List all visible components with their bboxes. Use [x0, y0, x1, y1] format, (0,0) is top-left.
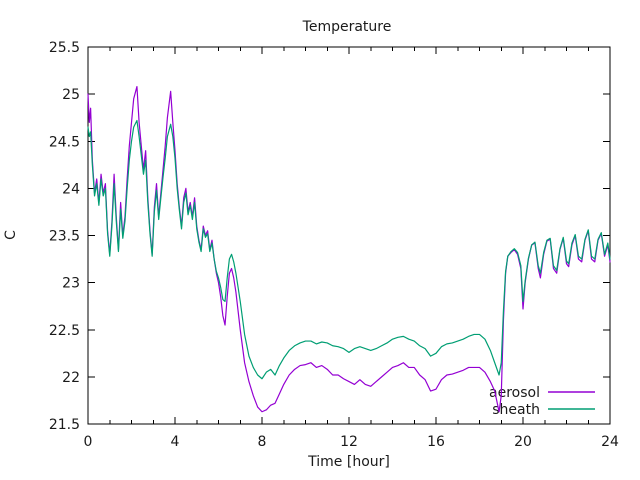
plot-border: [87, 46, 611, 425]
y-tick-label: 25: [62, 87, 80, 103]
series-line-aerosol: [87, 85, 611, 413]
y-tick-label: 24.5: [49, 134, 80, 150]
legend-label-sheath: sheath: [492, 402, 540, 418]
y-tick-label: 23.5: [49, 229, 80, 245]
y-tick-label: 21.5: [49, 417, 80, 433]
plot-axes: 0 4 8 12 16 20 24 21.5 22 22.5 23 23.5 24 24.5 25 25.5: [49, 40, 619, 450]
y-axis-label: C: [3, 230, 19, 240]
x-axis-label: Time [hour]: [307, 454, 390, 470]
x-tick-label: 8: [258, 434, 267, 450]
x-tick-label: 12: [340, 434, 358, 450]
x-tick-label: 16: [427, 434, 445, 450]
series-lines: [87, 85, 611, 413]
y-tick-label: 22.5: [49, 323, 80, 339]
chart-title: Temperature: [302, 19, 392, 35]
x-tick-label: 0: [84, 434, 93, 450]
y-tick-label: 22: [62, 370, 80, 386]
series-line-sheath: [87, 119, 611, 380]
y-tick-label: 24: [62, 181, 80, 197]
x-tick-label: 20: [514, 434, 532, 450]
y-tick-label: 25.5: [49, 40, 80, 56]
x-tick-label: 4: [171, 434, 180, 450]
x-tick-label: 24: [601, 434, 619, 450]
y-tick-label: 23: [62, 276, 80, 292]
